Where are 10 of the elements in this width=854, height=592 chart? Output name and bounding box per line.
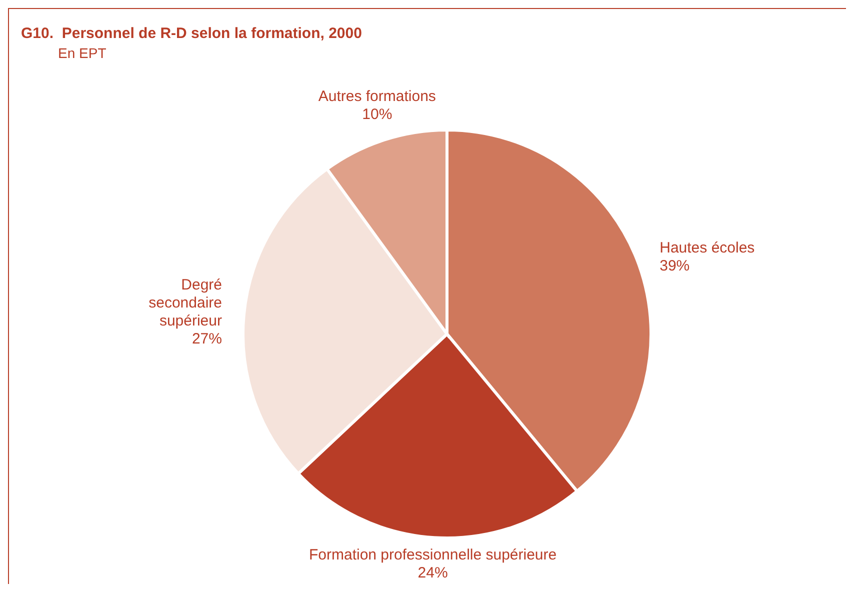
data-label: 27% xyxy=(192,330,222,348)
slice-label: Degré secondaire supérieur xyxy=(148,276,222,330)
slice-label: Hautes écoles xyxy=(660,239,755,256)
data-label: 24% xyxy=(418,564,448,582)
slice-label: Autres formations xyxy=(318,88,436,106)
data-label: 10% xyxy=(362,106,392,124)
slice-label: Formation professionnelle supérieure xyxy=(308,546,557,564)
chart-title: G10. Personnel de R-D selon la formation, 2000 xyxy=(21,25,362,42)
chart-subtitle: En EPT xyxy=(58,45,106,61)
data-label: 39% xyxy=(660,257,690,274)
